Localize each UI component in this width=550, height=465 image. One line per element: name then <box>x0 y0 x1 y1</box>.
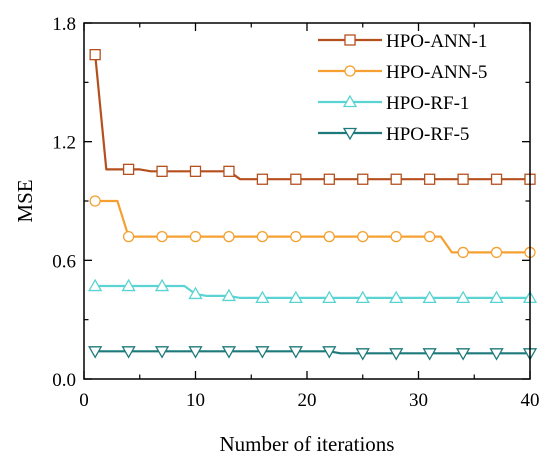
data-point-hpo-ann-1 <box>122 163 135 176</box>
x-tick-label: 30 <box>409 390 428 411</box>
legend-label: HPO-ANN-5 <box>386 62 487 83</box>
data-point-hpo-rf-5 <box>255 346 270 359</box>
data-point-hpo-ann-1 <box>89 48 101 61</box>
series-line-hpo-rf-5 <box>95 350 530 355</box>
data-point-hpo-ann-1 <box>423 173 436 185</box>
legend-swatch-marker <box>344 34 356 46</box>
data-point-hpo-rf-1 <box>88 278 103 292</box>
data-point-hpo-ann-1 <box>189 165 202 177</box>
legend: HPO-ANN-1 HPO-ANN-5 HPO-RF-1 HPO-RF-5 <box>318 31 487 145</box>
data-point-hpo-ann-5 <box>156 230 168 243</box>
legend-swatch-marker <box>342 94 358 108</box>
data-point-hpo-rf-5 <box>88 346 103 359</box>
data-point-hpo-ann-5 <box>490 246 503 259</box>
data-point-hpo-rf-1 <box>489 290 504 304</box>
data-point-hpo-rf-1 <box>255 290 270 304</box>
series-hpo-rf-5 <box>88 346 538 361</box>
legend-swatch-marker <box>342 127 358 141</box>
axis-ticks: 0 10 20 30 40 0.0 0.6 1.2 1.8 <box>52 14 539 411</box>
legend-item-hpo-ann-1: HPO-ANN-1 <box>318 31 487 52</box>
series-hpo-ann-5 <box>89 195 536 259</box>
data-point-hpo-rf-1 <box>455 290 471 304</box>
data-point-hpo-ann-5 <box>290 230 302 243</box>
legend-label: HPO-RF-5 <box>386 124 469 145</box>
data-point-hpo-rf-1 <box>322 290 337 304</box>
data-point-hpo-ann-1 <box>390 173 402 185</box>
x-tick-label: 0 <box>79 390 89 411</box>
legend-label: HPO-RF-1 <box>386 93 469 114</box>
data-point-hpo-ann-1 <box>457 173 469 185</box>
data-point-hpo-rf-1 <box>188 286 203 300</box>
legend-item-hpo-rf-5: HPO-RF-5 <box>318 124 469 145</box>
data-point-hpo-ann-1 <box>490 173 503 185</box>
data-point-hpo-ann-5 <box>223 230 235 243</box>
y-axis-title: MSE <box>13 179 37 222</box>
legend-swatch-marker <box>344 65 356 77</box>
data-point-hpo-rf-1 <box>355 290 370 304</box>
data-point-hpo-ann-5 <box>89 195 101 207</box>
series-line-hpo-ann-5 <box>95 199 530 254</box>
data-point-hpo-rf-5 <box>322 346 337 359</box>
data-point-hpo-rf-5 <box>154 346 170 359</box>
data-point-hpo-ann-5 <box>256 230 269 243</box>
y-tick-label: 1.8 <box>52 14 76 35</box>
data-point-hpo-rf-5 <box>355 348 370 361</box>
data-point-hpo-ann-5 <box>122 230 135 243</box>
legend-item-hpo-rf-1: HPO-RF-1 <box>318 93 469 114</box>
data-point-hpo-ann-5 <box>423 230 436 243</box>
data-point-hpo-ann-5 <box>390 230 402 243</box>
data-point-hpo-rf-5 <box>422 348 437 361</box>
data-point-hpo-rf-1 <box>288 290 303 304</box>
data-point-hpo-rf-5 <box>455 348 471 361</box>
data-point-hpo-ann-5 <box>323 230 335 243</box>
data-point-hpo-ann-1 <box>223 165 235 177</box>
data-point-hpo-ann-5 <box>189 230 202 243</box>
data-point-hpo-rf-5 <box>188 346 203 359</box>
x-tick-label: 20 <box>298 390 317 411</box>
data-point-hpo-rf-5 <box>389 348 404 361</box>
data-point-hpo-rf-1 <box>221 288 237 302</box>
x-tick-label: 40 <box>521 390 540 411</box>
series-line-hpo-rf-1 <box>95 284 530 299</box>
data-point-hpo-ann-1 <box>256 173 269 185</box>
legend-label: HPO-ANN-1 <box>386 31 487 52</box>
data-point-hpo-rf-5 <box>489 348 504 361</box>
x-axis-title: Number of iterations <box>220 432 395 456</box>
y-tick-label: 1.2 <box>52 133 76 154</box>
series-hpo-rf-1 <box>88 278 538 304</box>
data-point-hpo-rf-5 <box>288 346 303 359</box>
data-point-hpo-rf-1 <box>154 278 170 292</box>
y-tick-label: 0.6 <box>52 251 76 272</box>
data-point-hpo-ann-1 <box>357 173 369 185</box>
data-point-hpo-ann-5 <box>457 246 469 259</box>
legend-item-hpo-ann-5: HPO-ANN-5 <box>318 62 487 83</box>
data-point-hpo-rf-5 <box>121 346 136 359</box>
data-point-hpo-ann-1 <box>156 165 168 177</box>
y-tick-label: 0.0 <box>52 370 76 391</box>
data-point-hpo-rf-1 <box>121 278 136 292</box>
data-point-hpo-ann-1 <box>323 173 335 185</box>
data-point-hpo-rf-5 <box>221 346 237 359</box>
data-point-hpo-ann-1 <box>290 173 302 185</box>
data-point-hpo-rf-1 <box>422 290 437 304</box>
data-point-hpo-rf-1 <box>389 290 404 304</box>
x-tick-label: 10 <box>186 390 205 411</box>
data-point-hpo-ann-5 <box>357 230 369 243</box>
